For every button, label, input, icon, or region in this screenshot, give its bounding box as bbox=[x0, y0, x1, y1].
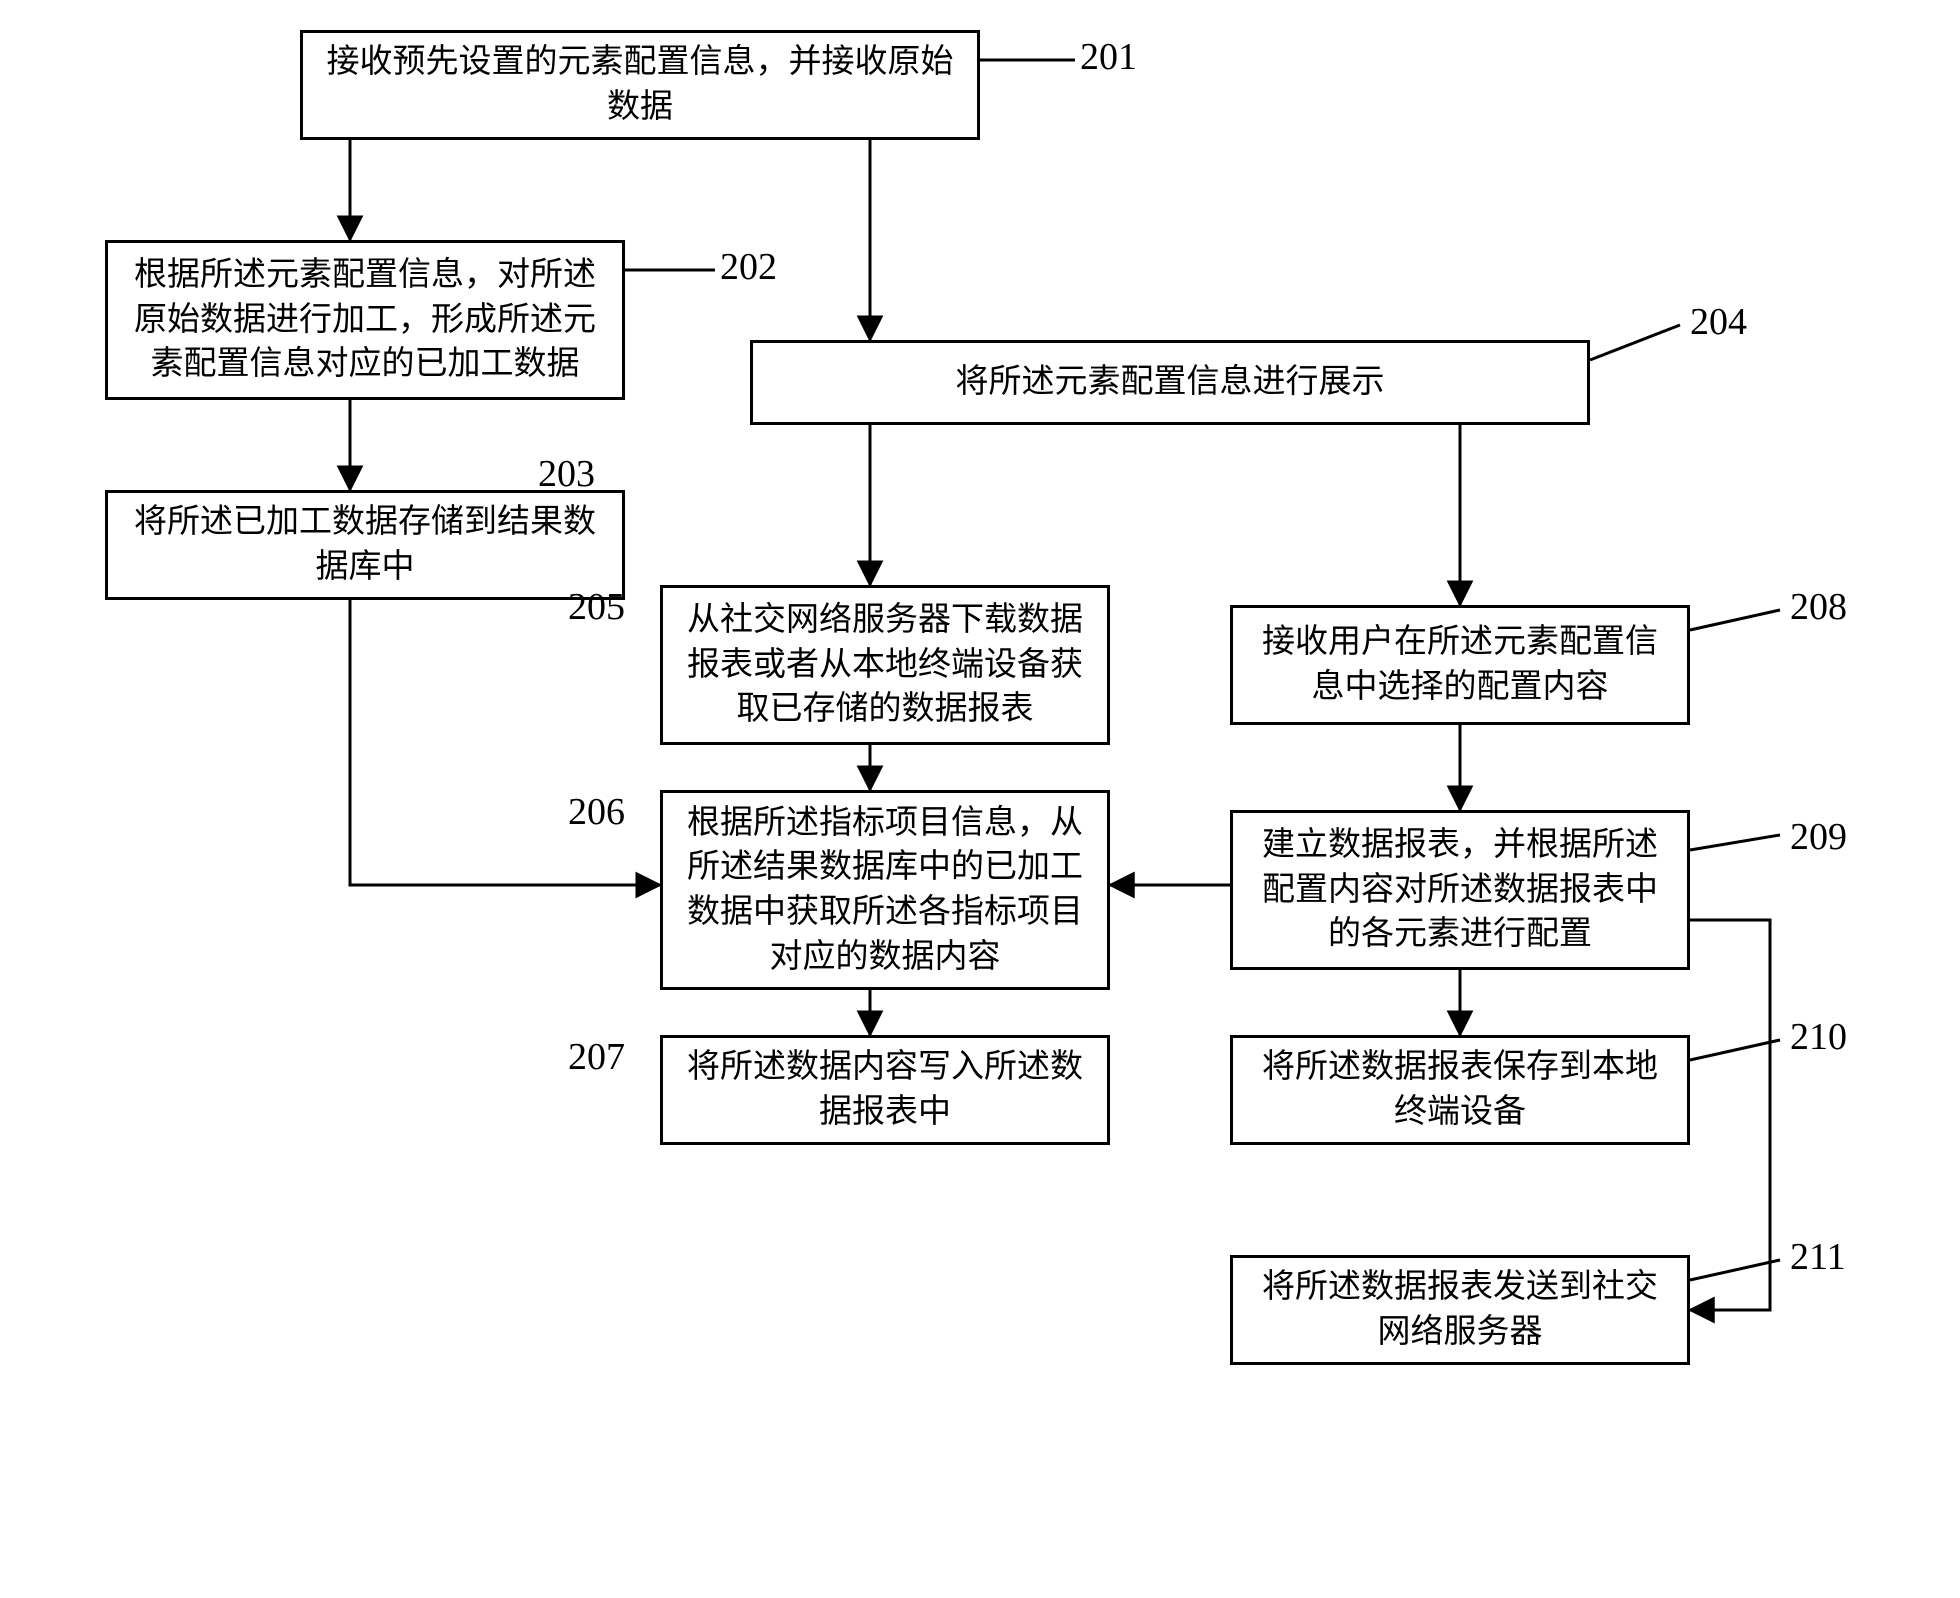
flow-node-n203: 将所述已加工数据存储到结果数据库中 bbox=[105, 490, 625, 600]
node-label-n209: 209 bbox=[1790, 815, 1847, 859]
node-label-n210: 210 bbox=[1790, 1015, 1847, 1059]
edge-e203-206 bbox=[350, 600, 660, 885]
flow-node-n201: 接收预先设置的元素配置信息，并接收原始数据 bbox=[300, 30, 980, 140]
edge-lead-209 bbox=[1690, 835, 1780, 850]
node-label-n202: 202 bbox=[720, 245, 777, 289]
flow-node-n202: 根据所述元素配置信息，对所述原始数据进行加工，形成所述元素配置信息对应的已加工数… bbox=[105, 240, 625, 400]
node-label-n204: 204 bbox=[1690, 300, 1747, 344]
flow-node-n205: 从社交网络服务器下载数据报表或者从本地终端设备获取已存储的数据报表 bbox=[660, 585, 1110, 745]
flow-node-n206: 根据所述指标项目信息，从所述结果数据库中的已加工数据中获取所述各指标项目对应的数… bbox=[660, 790, 1110, 990]
flow-node-n211: 将所述数据报表发送到社交网络服务器 bbox=[1230, 1255, 1690, 1365]
node-label-n211: 211 bbox=[1790, 1235, 1846, 1279]
edge-lead-211 bbox=[1690, 1260, 1780, 1280]
flow-node-n207: 将所述数据内容写入所述数据报表中 bbox=[660, 1035, 1110, 1145]
flowchart-canvas: 接收预先设置的元素配置信息，并接收原始数据根据所述元素配置信息，对所述原始数据进… bbox=[0, 0, 1960, 1598]
node-label-n203: 203 bbox=[538, 452, 595, 496]
node-label-n208: 208 bbox=[1790, 585, 1847, 629]
edge-lead-204 bbox=[1590, 325, 1680, 360]
node-label-n201: 201 bbox=[1080, 35, 1137, 79]
node-label-n205: 205 bbox=[568, 585, 625, 629]
flow-node-n209: 建立数据报表，并根据所述配置内容对所述数据报表中的各元素进行配置 bbox=[1230, 810, 1690, 970]
edge-lead-208 bbox=[1690, 610, 1780, 630]
node-label-n206: 206 bbox=[568, 790, 625, 834]
edge-lead-210 bbox=[1690, 1040, 1780, 1060]
flow-node-n210: 将所述数据报表保存到本地终端设备 bbox=[1230, 1035, 1690, 1145]
node-label-n207: 207 bbox=[568, 1035, 625, 1079]
flow-node-n204: 将所述元素配置信息进行展示 bbox=[750, 340, 1590, 425]
edge-e209-211 bbox=[1690, 920, 1770, 1310]
flow-node-n208: 接收用户在所述元素配置信息中选择的配置内容 bbox=[1230, 605, 1690, 725]
